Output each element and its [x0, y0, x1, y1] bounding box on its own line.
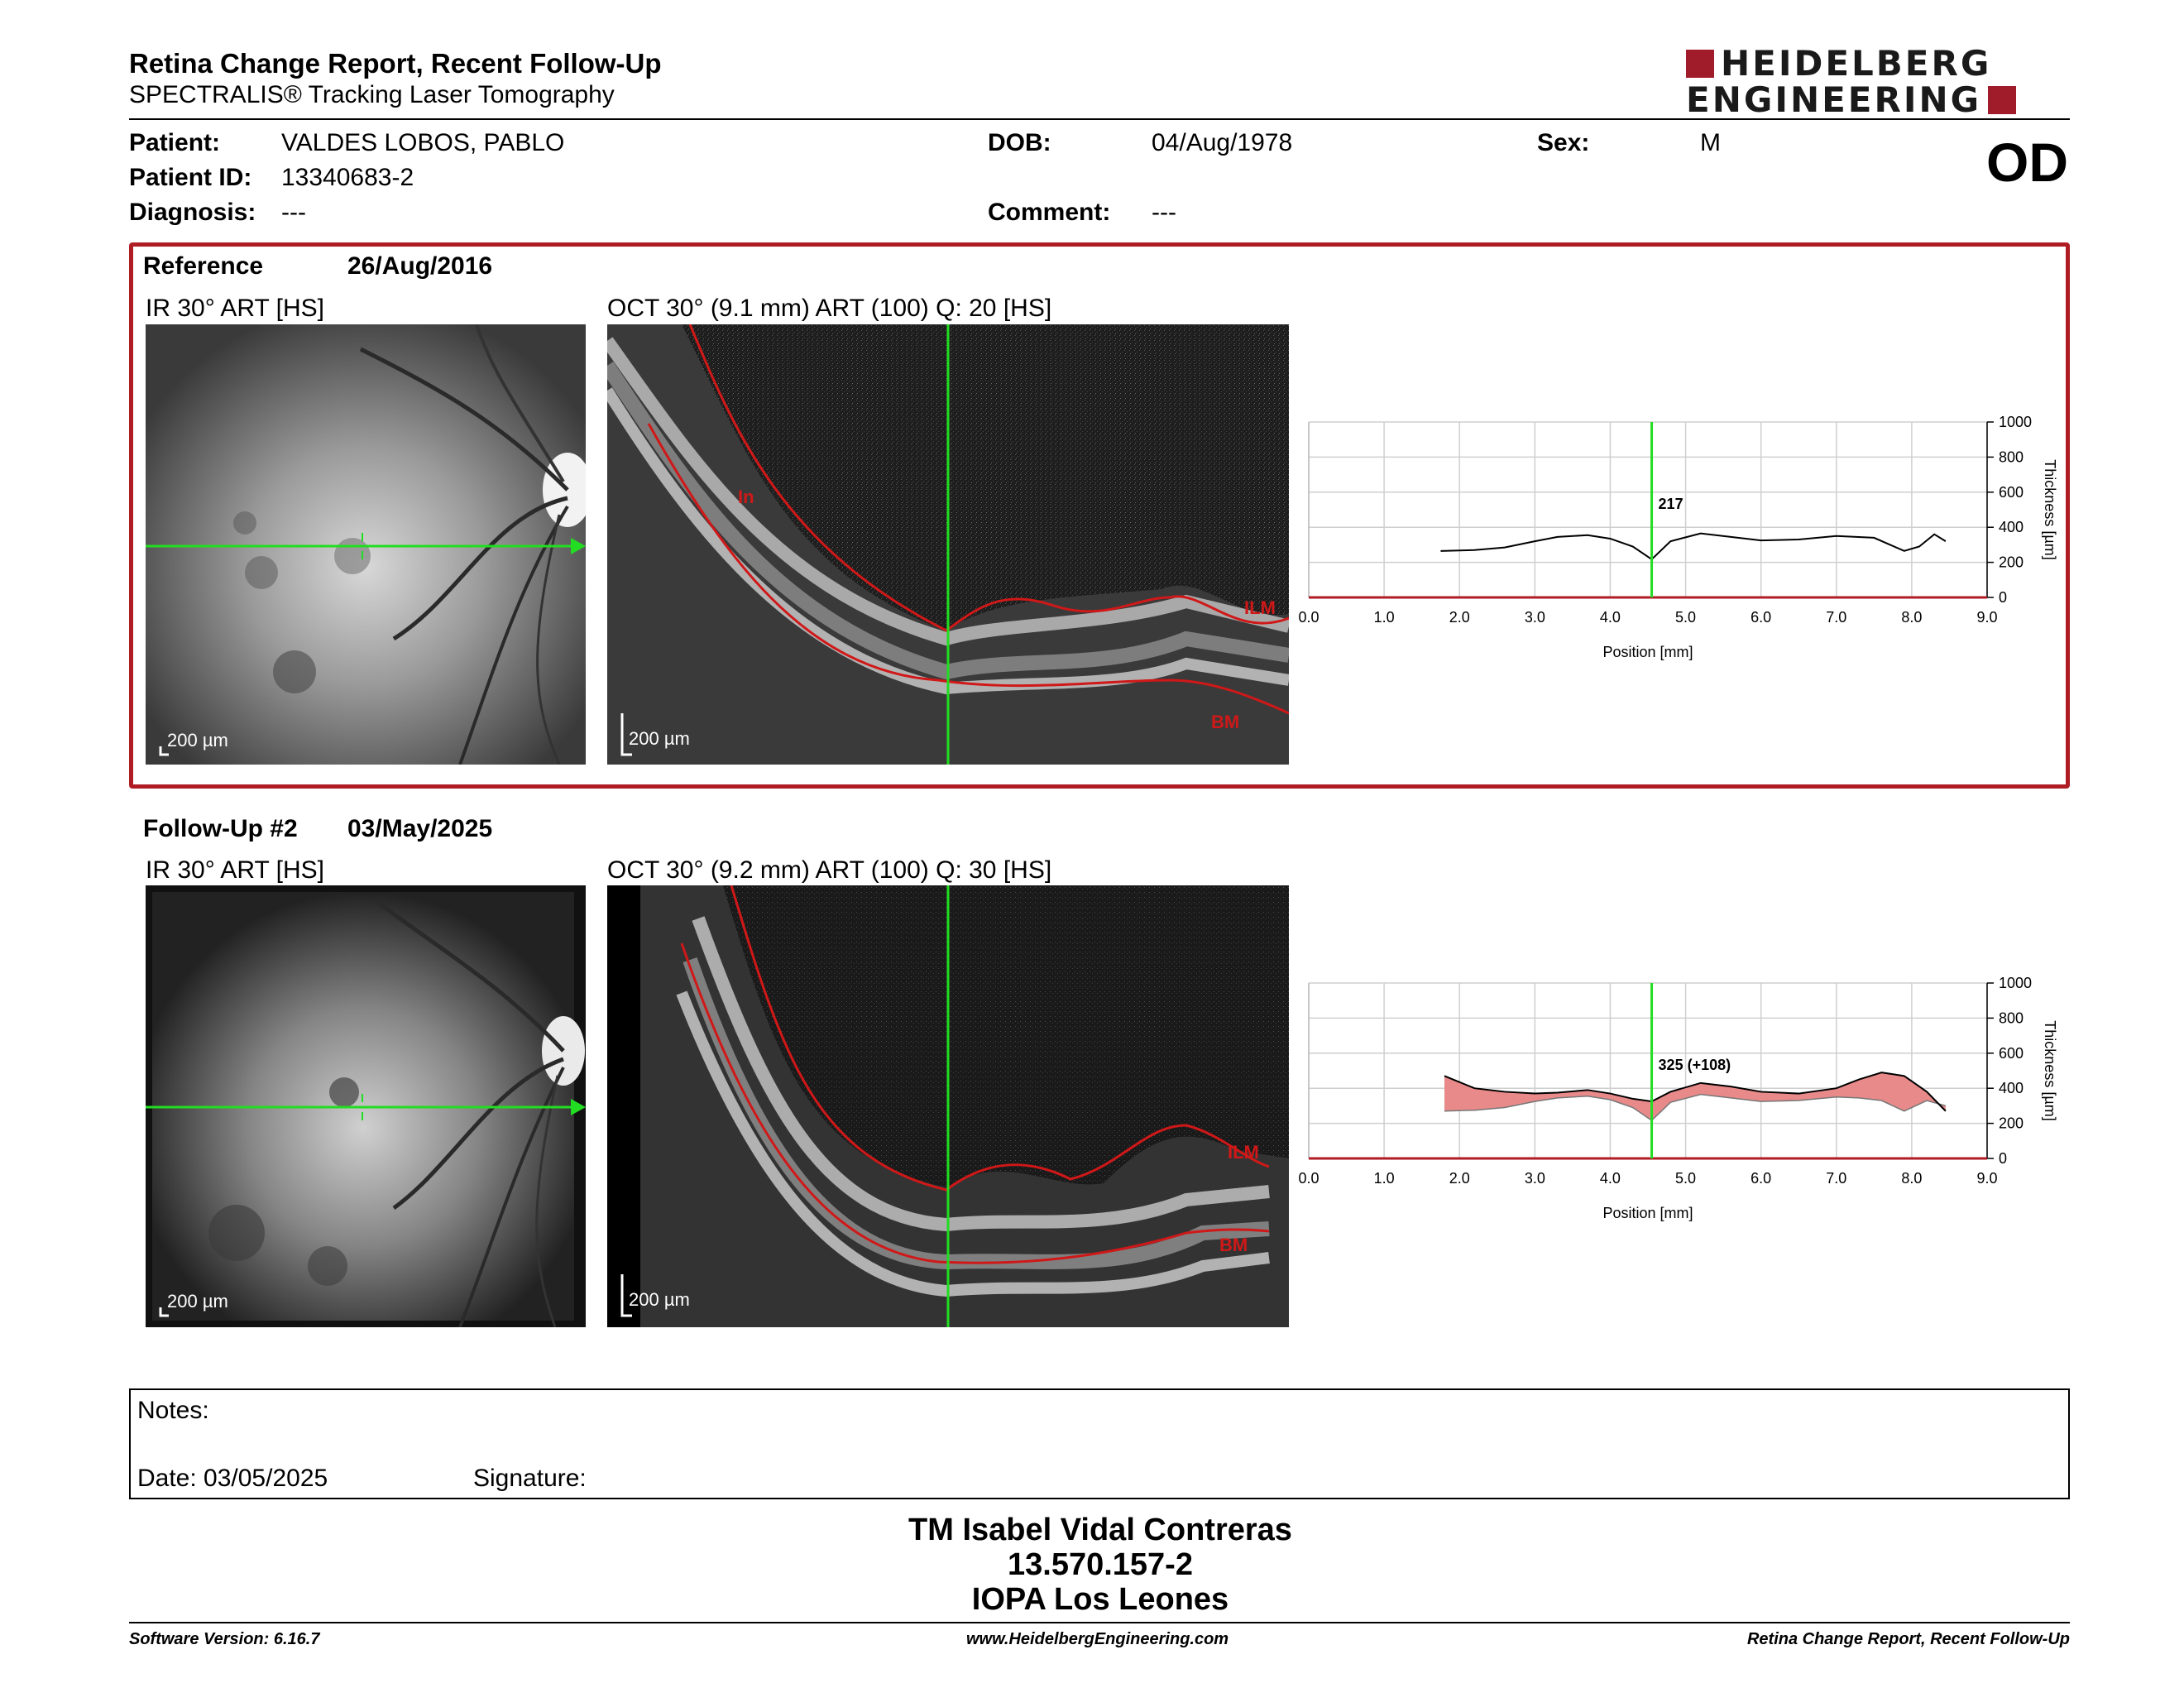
reference-oct-caption: OCT 30° (9.1 mm) ART (100) Q: 20 [HS] [607, 295, 1052, 322]
reference-ir-scale: 200 µm [167, 730, 228, 750]
report-title: Retina Change Report, Recent Follow-Up [129, 48, 662, 79]
x-axis-label: Position [mm] [1602, 644, 1693, 660]
header-divider [129, 118, 2070, 120]
x-tick-label: 3.0 [1525, 1170, 1545, 1187]
diagnosis-value: --- [281, 199, 306, 226]
y-tick-label: 600 [1999, 1045, 2024, 1062]
reference-ir-caption: IR 30° ART [HS] [146, 295, 324, 322]
x-tick-label: 2.0 [1449, 1170, 1470, 1187]
signoff-institution: IOPA Los Leones [971, 1582, 1229, 1617]
logo-line2: ENGINEERING [1686, 79, 1982, 120]
reference-ir-image[interactable]: 200 µm [146, 324, 586, 765]
patient-id: 13340683-2 [281, 164, 414, 191]
x-tick-label: 1.0 [1374, 1170, 1395, 1187]
followup-date: 03/May/2025 [347, 815, 493, 842]
dob-value: 04/Aug/1978 [1152, 129, 1293, 156]
y-tick-label: 400 [1999, 1080, 2024, 1096]
notes-date: Date: 03/05/2025 [137, 1465, 328, 1492]
reference-in-label: In [738, 487, 754, 507]
dob-label: DOB: [988, 129, 1051, 156]
logo-line1: HEIDELBERG [1721, 43, 1992, 84]
followup-bm-label: BM [1219, 1235, 1248, 1255]
y-tick-label: 0 [1999, 589, 2007, 606]
x-tick-label: 9.0 [1976, 609, 1997, 626]
x-tick-label: 1.0 [1374, 609, 1395, 626]
series-line-reference [1444, 1093, 1947, 1121]
footer-divider [129, 1622, 2070, 1623]
report-subtitle: SPECTRALIS® Tracking Laser Tomography [129, 81, 615, 108]
x-tick-label: 9.0 [1976, 1170, 1997, 1187]
logo-square-icon [1686, 50, 1714, 78]
eye-indicator: OD [1986, 132, 2068, 193]
followup-oct-image[interactable]: ILM BM 200 µm [607, 885, 1289, 1327]
y-tick-label: 1000 [1999, 414, 2032, 430]
sex-value: M [1700, 129, 1721, 156]
y-tick-label: 800 [1999, 1009, 2024, 1026]
website-link[interactable]: www.HeidelbergEngineering.com [966, 1630, 1229, 1648]
footer-report-name: Retina Change Report, Recent Follow-Up [1746, 1630, 2070, 1648]
signoff-id: 13.570.157-2 [1008, 1547, 1193, 1582]
diagnosis-label: Diagnosis: [129, 199, 256, 226]
followup-oct-caption: OCT 30° (9.2 mm) ART (100) Q: 30 [HS] [607, 856, 1052, 884]
y-tick-label: 200 [1999, 554, 2024, 571]
comment-value: --- [1152, 199, 1176, 226]
x-tick-label: 0.0 [1299, 609, 1320, 626]
series-line [1440, 532, 1947, 561]
software-version: Software Version: 6.16.7 [129, 1630, 320, 1648]
x-tick-label: 5.0 [1675, 609, 1696, 626]
comment-label: Comment: [988, 199, 1111, 226]
y-axis-label: Thickness [µm] [2042, 1020, 2058, 1120]
y-axis-label: Thickness [µm] [2042, 459, 2058, 559]
followup-ilm-label: ILM [1228, 1142, 1259, 1163]
x-tick-label: 6.0 [1751, 609, 1771, 626]
followup-ir-scale: 200 µm [167, 1291, 228, 1312]
y-tick-label: 200 [1999, 1115, 2024, 1132]
signature-label: Signature: [473, 1465, 587, 1492]
x-tick-label: 4.0 [1600, 609, 1621, 626]
patient-id-label: Patient ID: [129, 164, 252, 191]
followup-label: Follow-Up #2 [143, 815, 298, 842]
notes-box[interactable]: Notes: Date: 03/05/2025 Signature: [129, 1388, 2070, 1499]
reference-oct-scale: 200 µm [629, 728, 690, 749]
x-tick-label: 8.0 [1901, 1170, 1922, 1187]
x-tick-label: 5.0 [1675, 1170, 1696, 1187]
y-tick-label: 0 [1999, 1150, 2007, 1167]
series-line-followup [1444, 1072, 1947, 1112]
logo-square-icon [1988, 86, 2017, 114]
y-tick-label: 1000 [1999, 975, 2032, 991]
x-tick-label: 6.0 [1751, 1170, 1771, 1187]
marker-value-label: 325 (+108) [1659, 1057, 1731, 1073]
x-tick-label: 4.0 [1600, 1170, 1621, 1187]
reference-frame [129, 242, 2070, 789]
x-tick-label: 7.0 [1826, 1170, 1846, 1187]
y-tick-label: 600 [1999, 484, 2024, 501]
reference-oct-image[interactable]: ILM BM In 200 µm [607, 324, 1289, 765]
patient-label: Patient: [129, 129, 221, 156]
reference-ilm-label: ILM [1244, 597, 1276, 618]
x-tick-label: 7.0 [1826, 609, 1846, 626]
x-tick-label: 3.0 [1525, 609, 1545, 626]
reference-bm-label: BM [1211, 712, 1240, 732]
reference-date: 26/Aug/2016 [347, 252, 493, 280]
reference-label: Reference [143, 252, 264, 280]
marker-value-label: 217 [1659, 496, 1684, 512]
followup-ir-image[interactable]: 200 µm [146, 885, 586, 1327]
reference-thickness-chart: 0 200 400 600 800 1000 0.0 1.0 2.0 3.0 4.0 5.0 6.0 7.… [1299, 414, 2058, 660]
followup-oct-scale: 200 µm [629, 1289, 690, 1310]
followup-thickness-chart: 0 200 400 600 800 1000 0.0 1.0 2.0 3.0 4.0 5.0 6.0 7.… [1299, 975, 2058, 1221]
y-tick-label: 800 [1999, 448, 2024, 465]
notes-label: Notes: [137, 1397, 209, 1424]
change-area [1444, 1072, 1946, 1120]
followup-ir-caption: IR 30° ART [HS] [146, 856, 324, 884]
signoff-name: TM Isabel Vidal Contreras [908, 1513, 1292, 1547]
x-tick-label: 0.0 [1299, 1170, 1320, 1187]
x-tick-label: 8.0 [1901, 609, 1922, 626]
patient-name: VALDES LOBOS, PABLO [281, 129, 565, 156]
sex-label: Sex: [1537, 129, 1590, 156]
x-axis-label: Position [mm] [1602, 1205, 1693, 1221]
x-tick-label: 2.0 [1449, 609, 1470, 626]
y-tick-label: 400 [1999, 519, 2024, 535]
